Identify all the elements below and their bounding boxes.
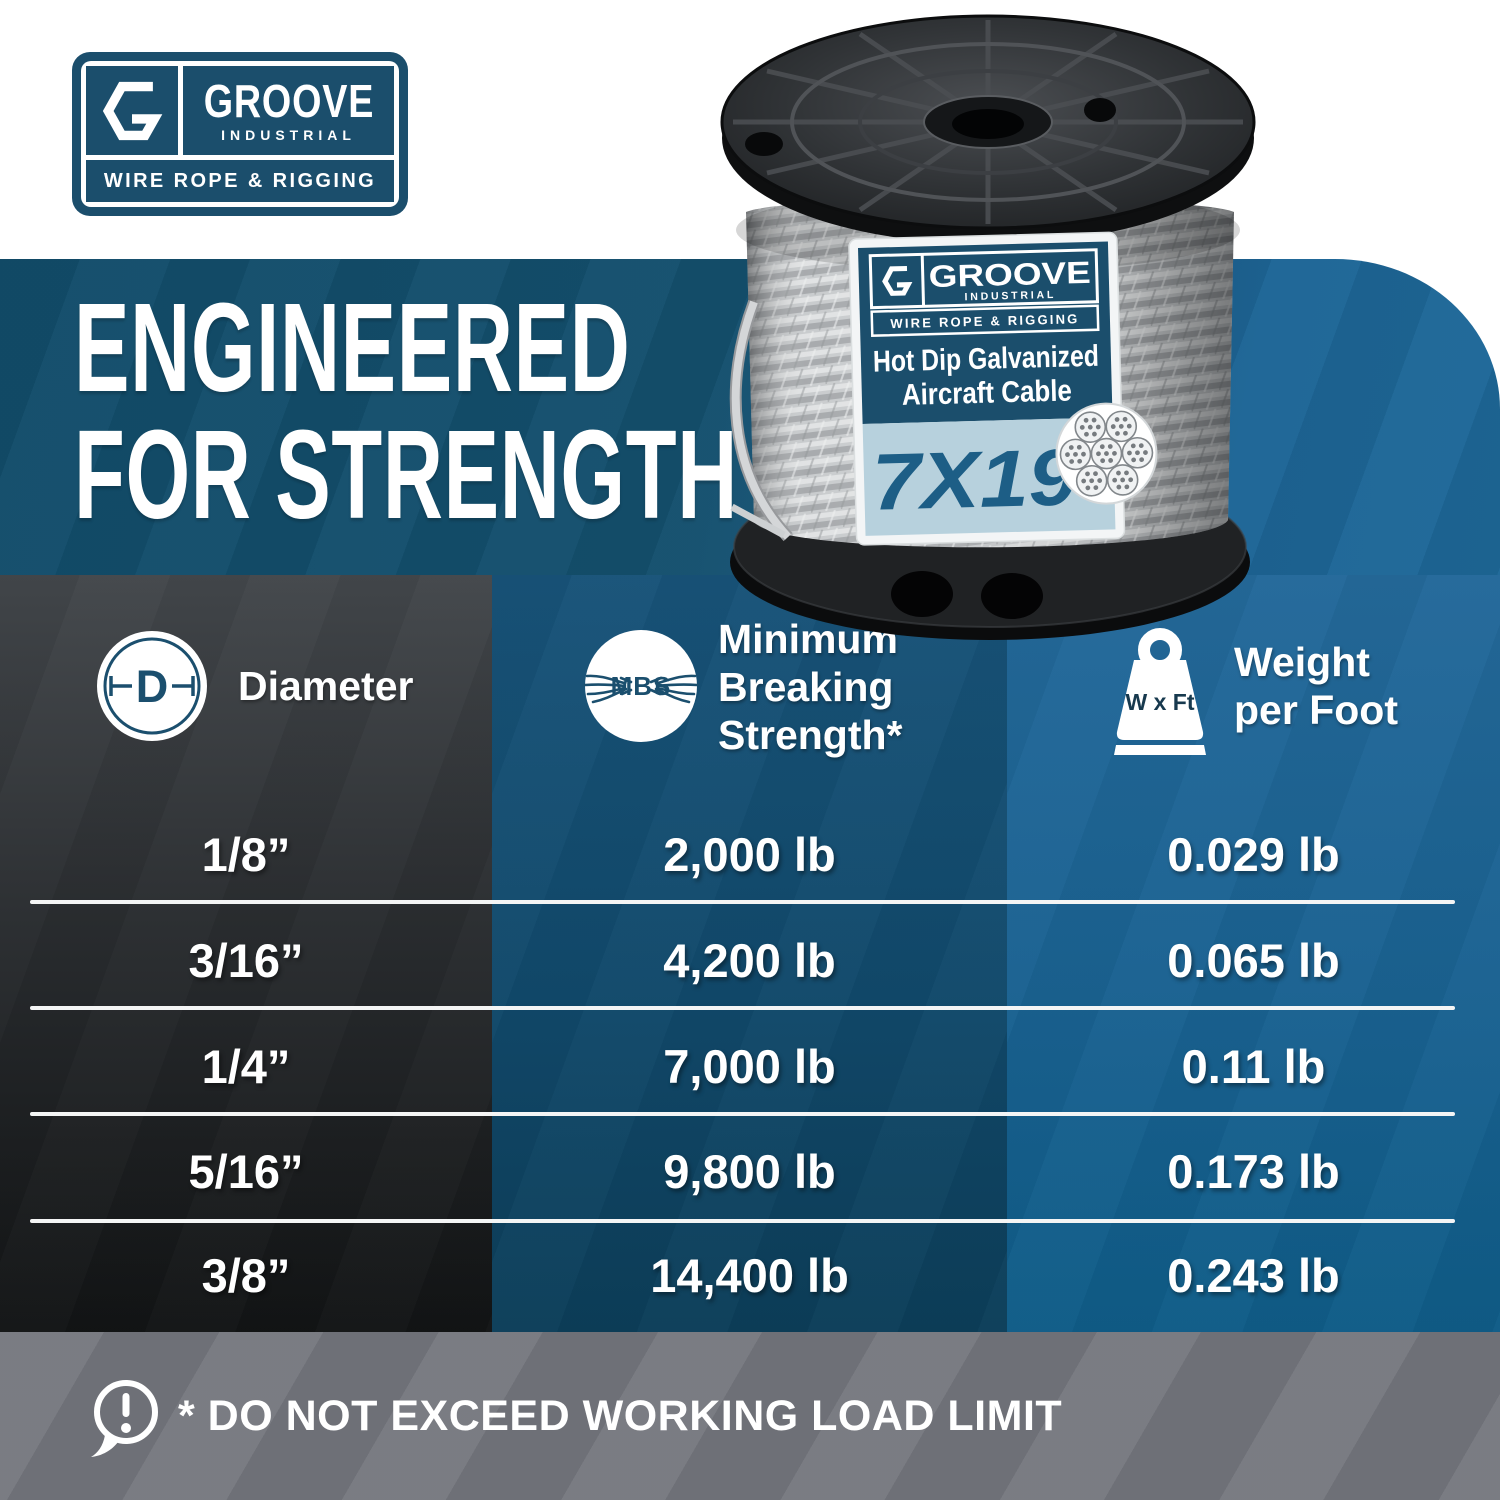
header-diameter-label: Diameter [238, 662, 413, 710]
column-weight [1007, 575, 1500, 1332]
row2-diameter: 3/16” [188, 934, 304, 987]
brand-tagline: WIRE ROPE & RIGGING [103, 169, 377, 192]
header-weight-line1: Weight [1234, 639, 1370, 685]
row-divider [30, 1006, 1455, 1010]
row4-diameter: 5/16” [188, 1145, 304, 1198]
header-weight-label: Weight per Foot [1234, 638, 1398, 734]
row1-diameter: 1/8” [201, 828, 291, 881]
svg-text:WIRE ROPE & RIGGING: WIRE ROPE & RIGGING [890, 311, 1079, 331]
row5-diameter: 3/8” [201, 1249, 291, 1302]
headline-line-1: ENGINEERED [74, 277, 631, 418]
headline-line-2: FOR STRENGTH [74, 404, 738, 545]
header-mbs-line3: Strength* [718, 712, 903, 758]
svg-text:Hot Dip Galvanized: Hot Dip Galvanized [873, 340, 1100, 379]
row2-weight: 0.065 lb [1167, 934, 1340, 987]
brand-g-mark [86, 66, 178, 155]
row-divider [30, 1112, 1455, 1116]
header-diameter-line: Diameter [238, 663, 414, 709]
warning-icon [86, 1376, 168, 1467]
cable-spool-photo: GROOVE INDUSTRIAL WIRE ROPE & RIGGING Ho… [720, 14, 1256, 640]
row5-mbs: 14,400 lb [650, 1249, 849, 1302]
column-mbs [492, 575, 1007, 1332]
row-divider [30, 900, 1455, 904]
brand-subname: INDUSTRIAL [221, 127, 356, 143]
row4-weight: 0.173 lb [1167, 1145, 1340, 1198]
row2-mbs: 4,200 lb [663, 934, 836, 987]
svg-text:GROOVE: GROOVE [928, 255, 1091, 294]
cable-cross-section-icon [1055, 402, 1158, 505]
svg-text:D: D [136, 661, 169, 712]
warning-text: * DO NOT EXCEED WORKING LOAD LIMIT [178, 1392, 1063, 1440]
row5-weight: 0.243 lb [1167, 1249, 1340, 1302]
row1-weight: 0.029 lb [1167, 828, 1340, 881]
row1-mbs: 2,000 lb [663, 828, 836, 881]
row3-diameter: 1/4” [201, 1040, 291, 1093]
header-mbs-line2: Breaking [718, 664, 894, 710]
g-hex-icon [102, 81, 163, 140]
footer-band [0, 1332, 1500, 1500]
weight-icon: W x Ft [1100, 620, 1220, 761]
row4-mbs: 9,800 lb [663, 1145, 836, 1198]
svg-text:INDUSTRIAL: INDUSTRIAL [964, 289, 1056, 303]
diameter-icon: D [95, 629, 209, 748]
header-weight-line2: per Foot [1234, 687, 1398, 733]
brand-tagline-bar: WIRE ROPE & RIGGING [86, 160, 394, 202]
row3-mbs: 7,000 lb [663, 1040, 836, 1093]
brand-logo-frame: GROOVE INDUSTRIAL WIRE ROPE & RIGGING [81, 61, 399, 207]
column-diameter [0, 575, 492, 1332]
brand-name: GROOVE [203, 75, 374, 127]
brand-wordmark: GROOVE INDUSTRIAL [183, 66, 394, 155]
spool-label: GROOVE INDUSTRIAL WIRE ROPE & RIGGING Ho… [848, 231, 1158, 546]
label-g-hex-icon [882, 265, 913, 296]
svg-text:W x Ft: W x Ft [1126, 689, 1195, 715]
svg-text:MBS: MBS [611, 671, 672, 701]
row-divider [30, 1219, 1455, 1223]
brand-logo: GROOVE INDUSTRIAL WIRE ROPE & RIGGING [72, 52, 408, 216]
headline: ENGINEERED FOR STRENGTH [74, 284, 738, 538]
row3-weight: 0.11 lb [1181, 1040, 1326, 1093]
svg-text:7X19: 7X19 [871, 432, 1079, 526]
mbs-icon: MBS [583, 628, 699, 749]
svg-text:Aircraft Cable: Aircraft Cable [901, 374, 1072, 411]
